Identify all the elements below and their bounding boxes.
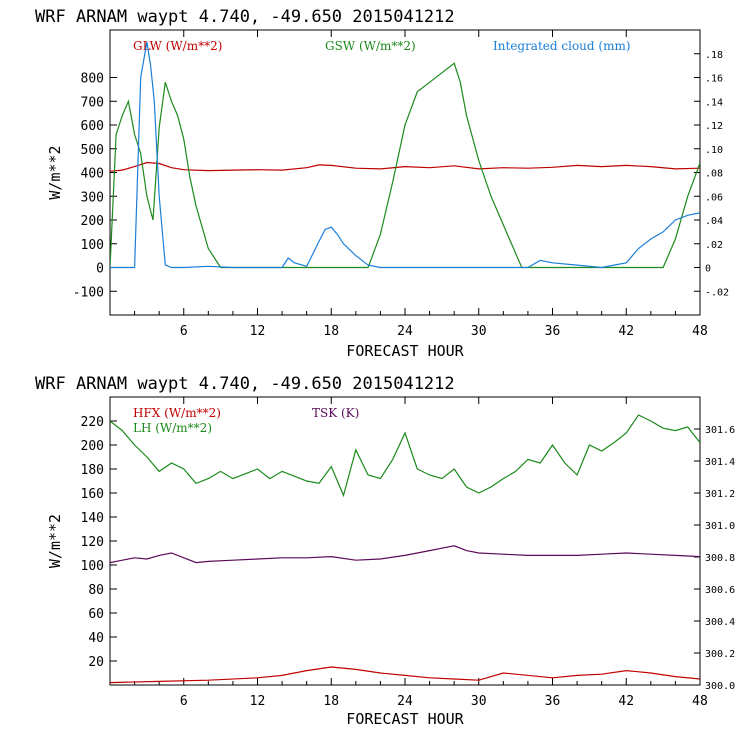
- y-axis-label: W/m**2: [46, 514, 64, 568]
- legend-entry-2: GSW (W/m**2): [325, 39, 416, 53]
- y-tick-label: 220: [81, 415, 104, 430]
- legend-entry-3: TSK (K): [312, 406, 359, 420]
- y2-tick-label: 0: [705, 264, 711, 275]
- y-tick-label: 100: [81, 559, 104, 574]
- x-tick-label: 30: [471, 324, 487, 339]
- series-line-3: [110, 545, 700, 564]
- chart-panel-2: WRF ARNAM waypt 4.740, -49.650 201504121…: [35, 374, 735, 728]
- x-tick-label: 36: [545, 694, 561, 709]
- y2-tick-label: .08: [705, 169, 723, 180]
- y2-tick-label: .02: [705, 240, 723, 251]
- x-tick-label: 12: [250, 694, 266, 709]
- y-tick-label: -100: [73, 285, 104, 300]
- x-axis-label: FORECAST HOUR: [346, 710, 464, 728]
- y2-tick-label: 300.8: [705, 553, 735, 564]
- y-tick-label: 140: [81, 511, 104, 526]
- y2-tick-label: .18: [705, 50, 723, 61]
- y2-tick-label: 301.2: [705, 489, 735, 500]
- legend-entry-1: HFX (W/m**2): [133, 406, 221, 420]
- y-tick-label: 80: [88, 583, 104, 598]
- x-tick-label: 42: [618, 324, 634, 339]
- chart-panel-1: WRF ARNAM waypt 4.740, -49.650 201504121…: [35, 7, 729, 360]
- series-line-1: [110, 666, 700, 684]
- y-tick-label: 500: [81, 143, 104, 158]
- x-tick-label: 48: [692, 694, 708, 709]
- legend-entry-3: Integrated cloud (mm): [493, 39, 631, 53]
- x-tick-label: 6: [180, 694, 188, 709]
- y-tick-label: 60: [88, 607, 104, 622]
- y2-tick-label: 300.6: [705, 585, 735, 596]
- y2-tick-label: .10: [705, 145, 723, 156]
- x-tick-label: 48: [692, 324, 708, 339]
- y-tick-label: 160: [81, 487, 104, 502]
- y-tick-label: 600: [81, 119, 104, 134]
- plot-frame: [109, 396, 701, 686]
- y-tick-label: 400: [81, 167, 104, 182]
- y-tick-label: 300: [81, 190, 104, 205]
- chart-title: WRF ARNAM waypt 4.740, -49.650 201504121…: [35, 7, 455, 27]
- y-tick-label: 180: [81, 463, 104, 478]
- x-tick-label: 36: [545, 324, 561, 339]
- x-tick-label: 42: [618, 694, 634, 709]
- x-tick-label: 6: [180, 324, 188, 339]
- y2-tick-label: -.02: [705, 287, 729, 298]
- y2-tick-label: .04: [705, 216, 723, 227]
- series-line-3: [110, 41, 700, 269]
- y2-tick-label: 301.0: [705, 521, 735, 532]
- y2-tick-label: 300.2: [705, 649, 735, 660]
- y-tick-label: 100: [81, 238, 104, 253]
- y2-tick-label: 301.6: [705, 425, 735, 436]
- y-tick-label: 20: [88, 655, 104, 670]
- y-tick-label: 0: [96, 262, 104, 277]
- y-axis-label: W/m**2: [46, 145, 64, 199]
- plot-frame: [109, 29, 701, 316]
- legend-entry-2: LH (W/m**2): [133, 421, 212, 435]
- y-tick-label: 700: [81, 95, 104, 110]
- y2-tick-label: .16: [705, 74, 723, 85]
- y2-tick-label: .06: [705, 192, 723, 203]
- y2-tick-label: 300.0: [705, 681, 735, 692]
- y2-tick-label: .12: [705, 121, 723, 132]
- y-tick-label: 40: [88, 631, 104, 646]
- series-line-2: [110, 62, 700, 269]
- x-tick-label: 12: [250, 324, 266, 339]
- x-tick-label: 24: [397, 324, 413, 339]
- y-tick-label: 200: [81, 214, 104, 229]
- legend-entry-1: GLW (W/m**2): [133, 39, 222, 53]
- series-line-1: [110, 161, 700, 172]
- x-tick-label: 24: [397, 694, 413, 709]
- y2-tick-label: 301.4: [705, 457, 735, 468]
- y2-tick-label: 300.4: [705, 617, 735, 628]
- series-line-2: [110, 414, 700, 498]
- x-tick-label: 18: [323, 324, 339, 339]
- y-tick-label: 200: [81, 439, 104, 454]
- y2-tick-label: .14: [705, 97, 723, 108]
- x-axis-label: FORECAST HOUR: [346, 342, 464, 360]
- y-tick-label: 120: [81, 535, 104, 550]
- x-tick-label: 18: [323, 694, 339, 709]
- y-tick-label: 800: [81, 72, 104, 87]
- x-tick-label: 30: [471, 694, 487, 709]
- chart-title: WRF ARNAM waypt 4.740, -49.650 201504121…: [35, 374, 455, 394]
